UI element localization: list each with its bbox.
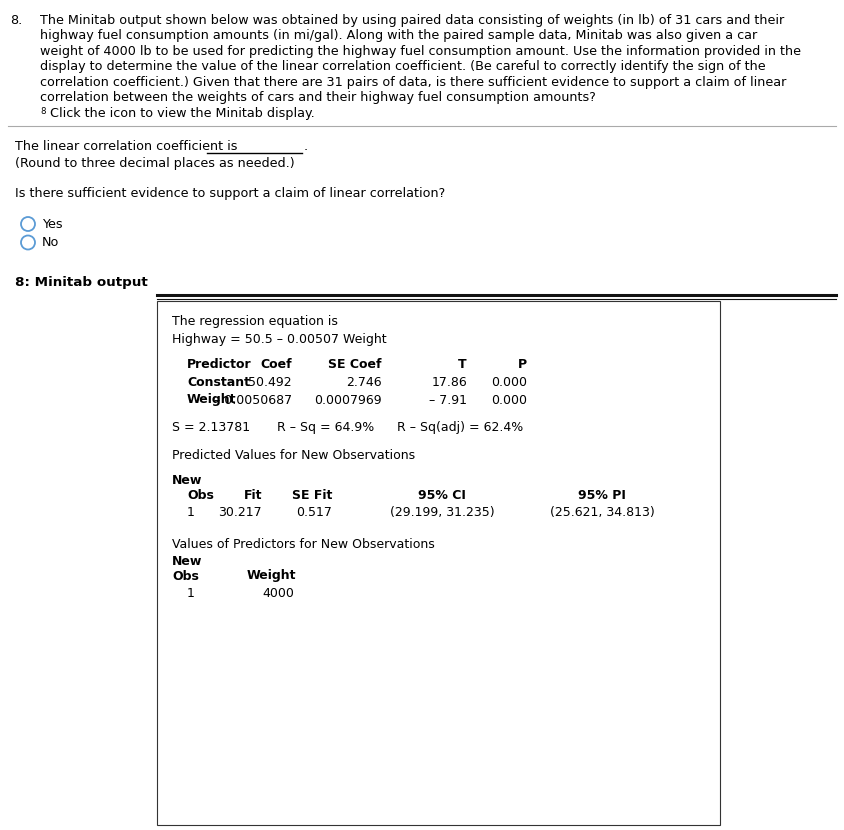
Text: highway fuel consumption amounts (in mi/gal). Along with the paired sample data,: highway fuel consumption amounts (in mi/… [40,30,757,42]
Text: correlation coefficient.) Given that there are 31 pairs of data, is there suffic: correlation coefficient.) Given that the… [40,76,787,89]
Text: (29.199, 31.235): (29.199, 31.235) [390,506,495,519]
Text: – 7.91: – 7.91 [429,393,467,407]
Text: Constant: Constant [187,376,250,389]
Text: 0.517: 0.517 [296,506,332,519]
Text: 0.0007969: 0.0007969 [314,393,382,407]
Text: Highway = 50.5 – 0.00507 Weight: Highway = 50.5 – 0.00507 Weight [172,333,387,346]
Text: 0.000: 0.000 [491,393,527,407]
Text: correlation between the weights of cars and their highway fuel consumption amoun: correlation between the weights of cars … [40,91,596,105]
Text: 95% PI: 95% PI [578,489,626,501]
Text: R – Sq = 64.9%: R – Sq = 64.9% [277,421,374,434]
Text: 4000: 4000 [262,587,294,600]
Text: The regression equation is: The regression equation is [172,315,338,329]
Bar [157,301,720,825]
Text: 95% CI: 95% CI [418,489,466,501]
Text: 1: 1 [187,587,195,600]
Text: 30.217: 30.217 [219,506,262,519]
Text: Yes: Yes [42,218,62,231]
Text: (25.621, 34.813): (25.621, 34.813) [549,506,654,519]
Text: 0.000: 0.000 [491,376,527,389]
Text: New: New [172,555,203,568]
Text: 2.746: 2.746 [346,376,382,389]
Text: (Round to three decimal places as needed.): (Round to three decimal places as needed… [15,157,295,170]
Text: Coef: Coef [261,359,292,372]
Text: Values of Predictors for New Observations: Values of Predictors for New Observation… [172,538,435,550]
Text: display to determine the value of the linear correlation coefficient. (Be carefu: display to determine the value of the li… [40,61,766,74]
Text: – 0.0050687: – 0.0050687 [214,393,292,407]
Text: New: New [172,474,203,487]
Text: S = 2.13781: S = 2.13781 [172,421,250,434]
Text: SE Coef: SE Coef [328,359,382,372]
Text: 1: 1 [187,506,195,519]
Text: No: No [42,237,59,250]
Text: Is there sufficient evidence to support a claim of linear correlation?: Is there sufficient evidence to support … [15,187,446,199]
Text: 17.86: 17.86 [431,376,467,389]
Text: The Minitab output shown below was obtained by using paired data consisting of w: The Minitab output shown below was obtai… [40,14,784,27]
Text: Click the icon to view the Minitab display.: Click the icon to view the Minitab displ… [46,107,315,120]
Text: Fit: Fit [244,489,262,501]
Text: Weight: Weight [187,393,236,407]
Text: P: P [518,359,527,372]
Text: Predicted Values for New Observations: Predicted Values for New Observations [172,448,415,461]
Text: 50.492: 50.492 [248,376,292,389]
Text: The linear correlation coefficient is: The linear correlation coefficient is [15,140,237,154]
Text: 8: 8 [40,107,46,116]
Text: Weight: Weight [247,569,296,583]
Text: T: T [458,359,467,372]
Text: 8.: 8. [10,14,22,27]
Text: Predictor: Predictor [187,359,252,372]
Text: Obs: Obs [172,569,199,583]
Text: Obs: Obs [187,489,214,501]
Text: .: . [304,140,308,154]
Text: SE Fit: SE Fit [292,489,332,501]
Text: 8: Minitab output: 8: Minitab output [15,276,148,289]
Text: R – Sq(adj) = 62.4%: R – Sq(adj) = 62.4% [397,421,523,434]
Text: weight of 4000 lb to be used for predicting the highway fuel consumption amount.: weight of 4000 lb to be used for predict… [40,45,801,58]
